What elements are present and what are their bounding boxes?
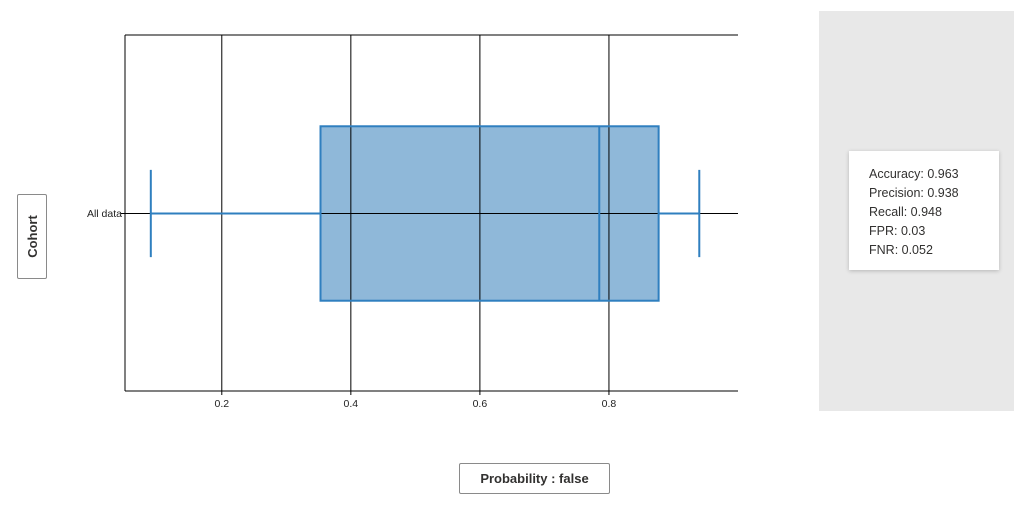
y-axis-selector-label: Cohort — [24, 215, 40, 258]
metric-precision: Precision: 0.938 — [869, 186, 959, 200]
metric-recall: Recall: 0.948 — [869, 205, 942, 219]
x-tick-label: 0.2 — [214, 398, 229, 410]
metric-accuracy: Accuracy: 0.963 — [869, 167, 959, 181]
x-tick-label: 0.6 — [473, 398, 488, 410]
x-axis-selector-button[interactable]: Probability : false — [459, 463, 610, 494]
metrics-tooltip-card: Accuracy: 0.963 Precision: 0.938 Recall:… — [849, 151, 999, 270]
x-tick-label: 0.8 — [602, 398, 617, 410]
metric-fnr: FNR: 0.052 — [869, 243, 933, 257]
y-tick-label: All data — [87, 208, 122, 220]
x-tick-label: 0.4 — [344, 398, 359, 410]
y-axis-selector-button[interactable]: Cohort — [17, 194, 47, 279]
metric-fpr: FPR: 0.03 — [869, 224, 926, 238]
